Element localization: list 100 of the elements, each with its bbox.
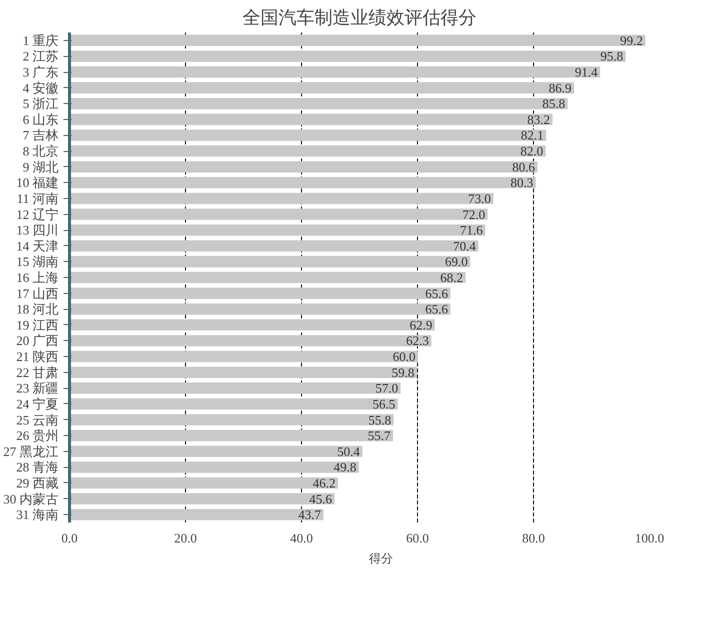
y-tick-label: 30 内蒙古 [3,491,58,506]
bar [70,145,546,157]
text: 45.6 [309,491,332,506]
text: 56.5 [372,396,396,412]
bar [70,366,417,378]
text: 99.2 [620,32,643,48]
y-tick-label: 24 宁夏 [16,396,58,412]
text: 82.1 [520,128,544,143]
text: 43.7 [298,507,321,522]
y-tick-label: 21 陕西 [16,349,58,364]
y-tick-label: 7 吉林 [22,128,58,143]
y-tick-label: 16 上海 [16,270,58,285]
text: 65.6 [425,286,448,301]
bar [70,477,338,489]
bar [70,130,546,141]
y-tick-label: 10 福建 [16,175,58,190]
y-tick-label: 17 山西 [16,286,58,301]
x-tick-label: 80.0 [522,530,545,546]
bar [70,414,394,426]
y-tick-label: 15 湖南 [16,254,58,270]
text: 85.8 [542,96,566,112]
text: 91.4 [574,64,598,80]
bar [70,50,626,62]
bar [70,446,362,458]
bar [70,240,478,252]
y-tick-label: 2 江苏 [22,48,58,64]
bar [70,82,574,94]
bar [70,350,418,362]
y-tick-label: 20 广西 [16,333,58,348]
y-tick-label: 9 湖北 [22,159,58,174]
y-tick-label: 27 黑龙江 [3,444,58,459]
y-tick-label: 14 天津 [16,238,58,254]
text: 55.8 [368,412,392,428]
y-tick-label: 4 安徽 [22,80,58,96]
text: 57.0 [375,380,398,396]
y-tick-label: 8 北京 [22,144,58,159]
bar [70,224,486,236]
bar [70,161,538,172]
text: 73.0 [468,190,491,206]
bar [70,508,324,520]
text: 55.7 [368,428,391,444]
bar [70,98,568,110]
y-tick-label: 28 青海 [16,460,58,475]
bar [70,303,450,315]
bar [70,208,488,220]
bar [70,430,394,442]
chart-title: 全国汽车制造业绩效评估得分 [242,8,476,28]
text: 80.6 [512,159,535,174]
x-tick-label: 40.0 [290,530,313,546]
text: 83.2 [527,112,550,127]
bar [70,398,398,410]
bar [70,177,536,188]
y-tick-label: 18 河北 [16,302,58,317]
y-tick-label: 26 贵州 [16,428,58,444]
bar [70,256,470,268]
bar [70,462,359,473]
bar [70,335,432,346]
bar [70,114,553,126]
y-tick-label: 6 山东 [22,112,58,127]
y-tick-label: 22 甘肃 [16,364,58,380]
bar [70,66,600,78]
bar [70,288,450,299]
text: 86.9 [548,80,572,96]
text: 71.6 [460,222,483,238]
y-tick-label: 23 新疆 [16,380,58,396]
text: 68.2 [440,270,464,285]
text: 65.6 [425,302,448,317]
bar [70,493,334,504]
text: 49.8 [334,460,356,475]
x-tick-label: 0.0 [61,530,78,546]
y-tick-label: 29 西藏 [16,475,58,490]
y-tick-label: 25 云南 [16,412,58,428]
x-tick-label: 60.0 [406,530,429,546]
text: 62.3 [406,333,429,348]
y-tick-label: 11 河南 [16,190,59,206]
text: 46.2 [312,475,336,490]
bar [70,382,401,394]
text: 50.4 [337,444,360,459]
x-tick-label: 20.0 [174,530,197,546]
text: 59.8 [392,364,414,380]
text: 72.0 [462,206,486,222]
text: 69.0 [444,254,468,270]
text: 70.4 [453,238,476,254]
text: 60.0 [392,349,416,364]
text: 62.9 [410,317,432,332]
y-tick-label: 31 海南 [16,507,58,522]
y-tick-label: 3 广东 [22,64,58,80]
text: 得分 [369,550,393,568]
y-tick-label: 19 江西 [16,317,58,332]
bar [70,319,435,331]
text: 82.0 [520,144,544,159]
bar [70,34,646,46]
y-tick-label: 13 四川 [16,222,58,238]
y-tick-label: 12 辽宁 [16,206,58,222]
bar [70,272,466,284]
y-tick-label: 5 浙江 [22,96,58,112]
bar [70,192,494,204]
y-tick-label: 1 重庆 [22,32,58,48]
x-tick-label: 100.0 [634,530,664,546]
text: 95.8 [600,48,624,64]
